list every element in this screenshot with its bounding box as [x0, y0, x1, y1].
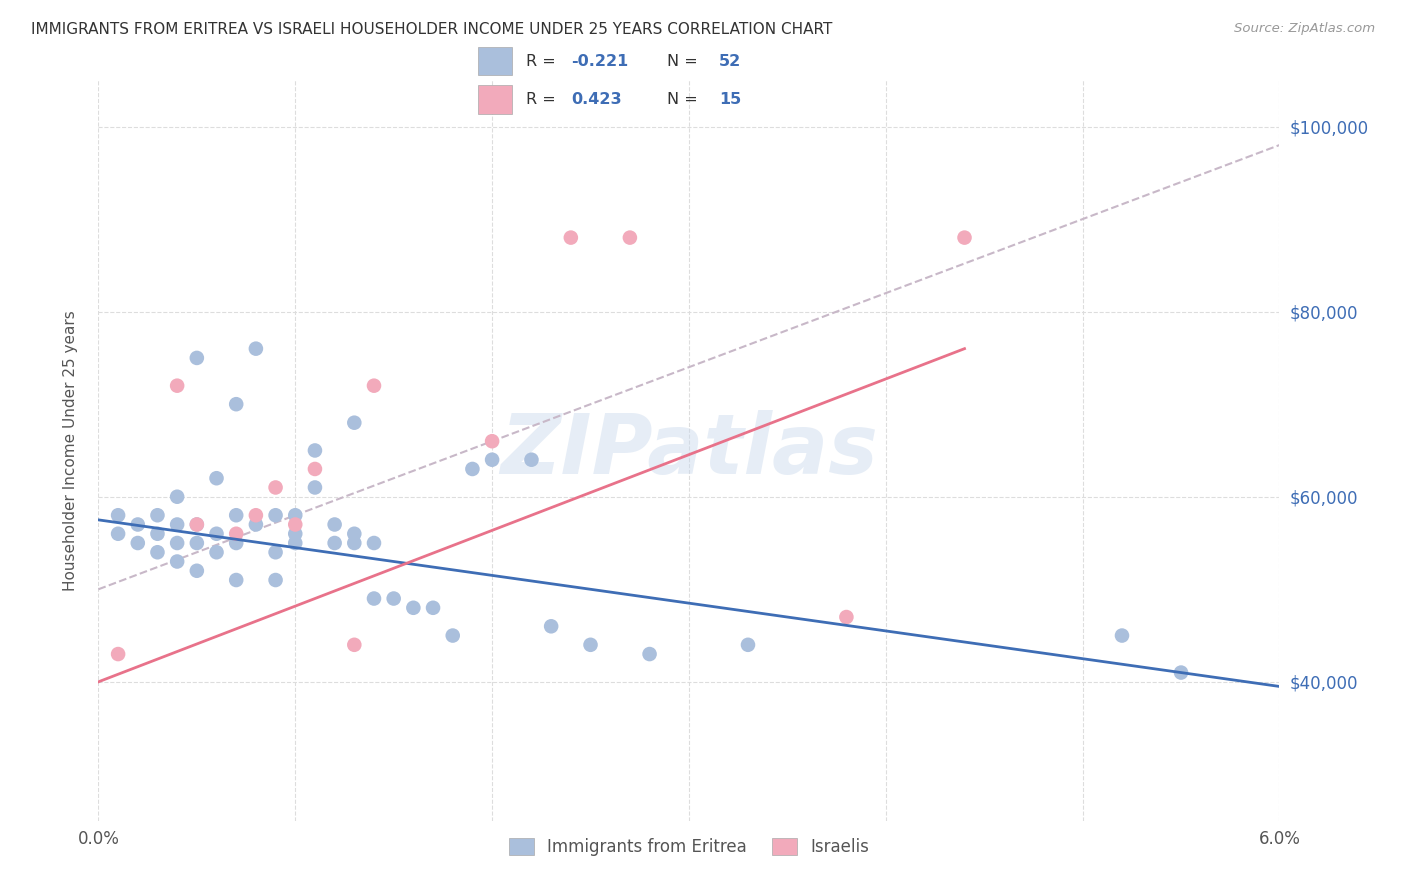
Point	[225, 526, 247, 541]
Point	[166, 554, 188, 569]
Point	[540, 619, 562, 633]
Point	[264, 545, 287, 559]
Point	[422, 600, 444, 615]
Point	[284, 526, 307, 541]
Point	[343, 526, 366, 541]
Point	[186, 517, 208, 532]
Point	[205, 545, 228, 559]
Point	[363, 536, 385, 550]
Point	[323, 517, 346, 532]
Point	[835, 610, 858, 624]
Point	[186, 564, 208, 578]
Point	[186, 536, 208, 550]
Point	[953, 230, 976, 244]
Point	[323, 536, 346, 550]
Point	[382, 591, 405, 606]
Point	[166, 378, 188, 392]
Text: 15: 15	[718, 92, 741, 107]
Point	[304, 481, 326, 495]
Text: 0.423: 0.423	[571, 92, 621, 107]
Text: IMMIGRANTS FROM ERITREA VS ISRAELI HOUSEHOLDER INCOME UNDER 25 YEARS CORRELATION: IMMIGRANTS FROM ERITREA VS ISRAELI HOUSE…	[31, 22, 832, 37]
Point	[560, 230, 582, 244]
Point	[343, 638, 366, 652]
Point	[225, 573, 247, 587]
FancyBboxPatch shape	[478, 46, 512, 76]
Text: N =: N =	[668, 92, 703, 107]
Point	[402, 600, 425, 615]
Text: ZIPatlas: ZIPatlas	[501, 410, 877, 491]
Point	[264, 573, 287, 587]
Point	[186, 351, 208, 365]
Point	[264, 481, 287, 495]
Point	[481, 452, 503, 467]
Point	[579, 638, 602, 652]
Text: Source: ZipAtlas.com: Source: ZipAtlas.com	[1234, 22, 1375, 36]
Point	[186, 517, 208, 532]
Point	[127, 536, 149, 550]
Point	[107, 508, 129, 523]
Text: R =: R =	[526, 92, 561, 107]
Point	[737, 638, 759, 652]
Point	[363, 378, 385, 392]
Point	[441, 628, 464, 642]
Point	[638, 647, 661, 661]
Point	[1111, 628, 1133, 642]
Point	[127, 517, 149, 532]
Point	[166, 517, 188, 532]
Y-axis label: Householder Income Under 25 years: Householder Income Under 25 years	[63, 310, 77, 591]
Point	[284, 508, 307, 523]
Point	[205, 526, 228, 541]
Point	[245, 342, 267, 356]
Point	[481, 434, 503, 449]
Point	[146, 545, 169, 559]
Point	[245, 508, 267, 523]
Point	[284, 536, 307, 550]
Text: N =: N =	[668, 54, 703, 69]
Point	[304, 462, 326, 476]
Point	[146, 508, 169, 523]
Point	[461, 462, 484, 476]
Point	[146, 526, 169, 541]
Point	[264, 508, 287, 523]
Text: R =: R =	[526, 54, 561, 69]
Point	[343, 416, 366, 430]
Text: 52: 52	[718, 54, 741, 69]
Point	[205, 471, 228, 485]
Point	[225, 508, 247, 523]
Point	[343, 536, 366, 550]
Point	[1170, 665, 1192, 680]
Point	[166, 536, 188, 550]
Point	[304, 443, 326, 458]
Point	[363, 591, 385, 606]
Point	[245, 517, 267, 532]
Point	[225, 536, 247, 550]
Point	[225, 397, 247, 411]
Text: -0.221: -0.221	[571, 54, 628, 69]
Point	[107, 647, 129, 661]
Point	[619, 230, 641, 244]
Point	[520, 452, 543, 467]
Point	[284, 517, 307, 532]
FancyBboxPatch shape	[478, 85, 512, 114]
Legend: Immigrants from Eritrea, Israelis: Immigrants from Eritrea, Israelis	[501, 830, 877, 864]
Point	[107, 526, 129, 541]
Point	[166, 490, 188, 504]
